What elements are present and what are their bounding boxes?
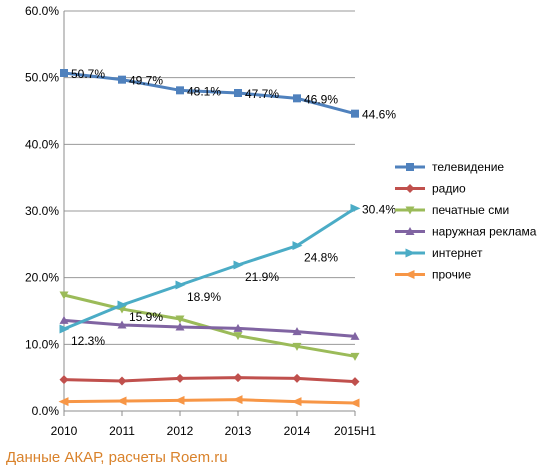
y-tick-label: 20.0% [25,271,59,285]
data-label: 15.9% [129,310,163,324]
legend-label: радио [432,182,466,196]
data-label: 30.4% [362,202,396,216]
legend-label: печатные сми [432,203,509,217]
data-label: 50.7% [71,67,105,81]
gridlines [64,10,355,412]
data-point [234,89,242,97]
x-tick-label: 2014 [284,424,311,438]
data-point [351,109,359,118]
data-point [174,395,185,405]
legend: телевидение радио печатные сми наружная рек… [395,160,537,282]
data-point [292,241,303,251]
data-point [175,373,185,383]
data-point [349,398,360,408]
data-label: 48.1% [187,84,221,98]
data-point [58,397,69,407]
data-point [118,75,126,84]
x-axis: 2010 2011 2012 2013 2014 2015H1 [51,410,376,438]
data-point [59,315,69,324]
legend-label: прочие [432,268,472,282]
y-axis: 0.0% 10.0% 20.0% 30.0% 40.0% 50.0% 60.0% [25,4,65,418]
legend-marker [405,248,416,258]
data-point [350,352,360,361]
data-point [175,280,186,290]
data-point [175,322,185,331]
x-tick-label: 2010 [51,424,78,438]
data-label: 46.9% [304,92,338,106]
x-tick-label: 2012 [167,424,194,438]
data-point [291,397,302,407]
series-line [63,293,356,358]
data-point [293,94,301,103]
legend-marker [405,206,415,215]
data-point [233,260,244,270]
y-tick-label: 10.0% [25,337,59,351]
data-point [59,324,70,334]
series-line [63,71,356,116]
data-point [233,373,243,383]
x-tick-label: 2011 [109,424,135,438]
source-note: Данные АКАР, расчеты Roem.ru [6,449,228,466]
y-tick-label: 40.0% [25,137,59,151]
data-point [292,342,302,351]
data-labels: 50.7% 49.7% 48.1% 47.7% 46.9% 44.6% 12.3% 15.9%… [71,67,396,348]
data-point [350,331,360,340]
data-point [233,323,243,332]
data-label: 12.3% [71,334,105,348]
data-label: 21.9% [245,270,279,284]
data-point [117,320,127,329]
y-tick-label: 50.0% [25,71,59,85]
data-point [232,395,243,405]
data-point [292,327,302,336]
data-label: 49.7% [129,74,163,88]
series-line [63,376,356,384]
data-point [59,375,69,385]
data-point [116,396,127,406]
data-point [117,376,127,386]
series-line [63,207,356,331]
data-label: 47.7% [245,87,279,101]
y-tick-label: 60.0% [25,4,59,18]
data-label: 18.9% [187,290,221,304]
data-point [292,373,302,383]
data-point [59,291,69,300]
legend-label: телевидение [432,160,504,174]
data-point [60,69,68,77]
data-label: 44.6% [362,108,396,122]
data-point [233,332,243,341]
legend-marker [405,227,415,235]
data-point [117,300,128,310]
data-point [176,86,184,95]
y-tick-label: 30.0% [25,204,59,218]
data-point [175,315,185,324]
legend-label: интернет [432,246,483,260]
series-line [63,318,356,338]
y-tick-label: 0.0% [32,404,60,418]
series-group [58,69,361,408]
series-line [63,398,356,405]
legend-marker [405,184,415,193]
legend-label: наружная реклама [432,225,537,239]
data-point [350,377,360,387]
legend-marker [406,163,414,171]
data-label: 24.8% [304,251,338,265]
x-tick-label: 2013 [225,424,252,438]
legend-marker [404,270,415,279]
data-point [350,203,361,213]
x-tick-label: 2015H1 [334,424,376,438]
